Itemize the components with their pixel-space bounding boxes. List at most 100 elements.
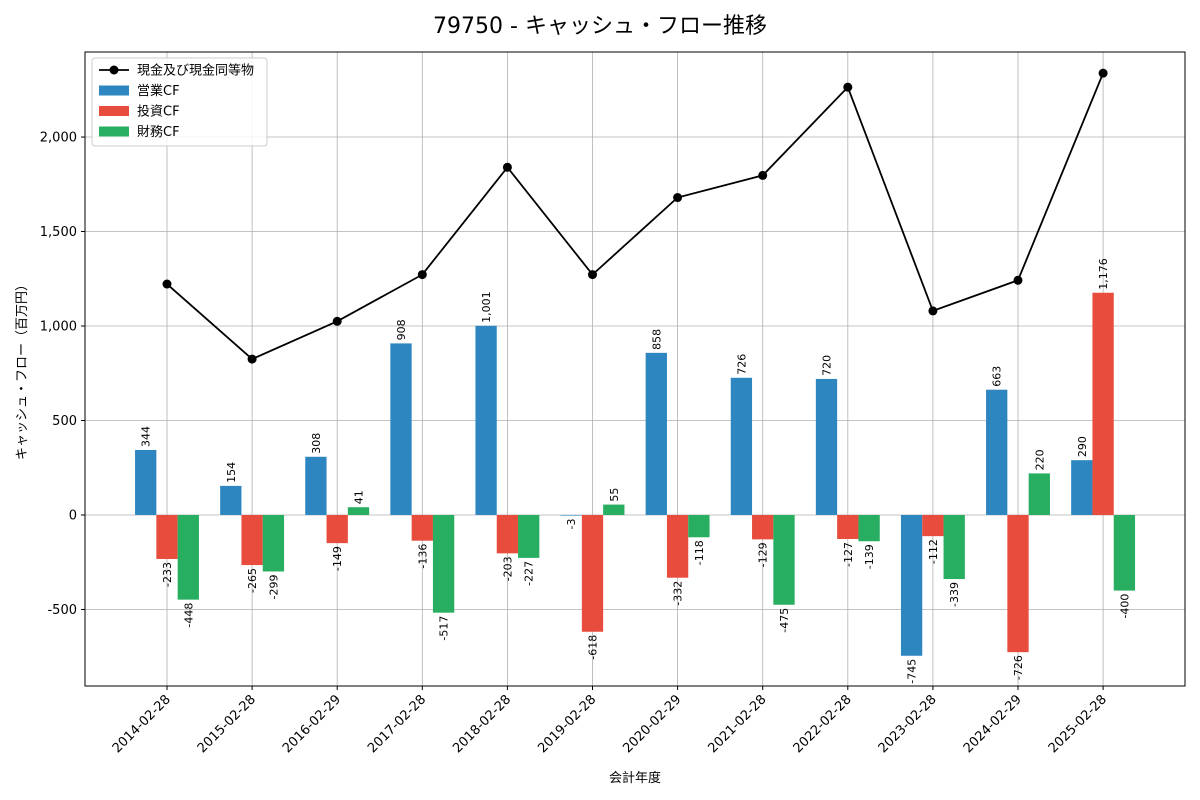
bar-value-label: 290 bbox=[1076, 436, 1089, 457]
cash-point bbox=[758, 170, 768, 180]
bar bbox=[305, 456, 327, 515]
bar bbox=[135, 449, 157, 515]
bar-value-label: -400 bbox=[1118, 594, 1131, 619]
bar bbox=[262, 514, 285, 572]
line-layer bbox=[162, 68, 1108, 364]
bar bbox=[241, 514, 263, 566]
bar-value-label: 220 bbox=[1033, 449, 1046, 470]
bar-value-label: -233 bbox=[161, 562, 174, 587]
bar bbox=[858, 514, 880, 542]
bar bbox=[1113, 514, 1136, 591]
x-tick-label: 2022-02-28 bbox=[791, 692, 855, 756]
x-tick-label: 2023-02-28 bbox=[876, 692, 940, 756]
bar-value-label: -299 bbox=[267, 574, 280, 599]
bar-value-label: -139 bbox=[863, 544, 876, 569]
bar-value-label: 154 bbox=[225, 462, 238, 483]
x-tick-label: 2024-02-29 bbox=[961, 692, 1025, 756]
bar-value-label: -127 bbox=[842, 542, 855, 567]
x-tick-label: 2015-02-28 bbox=[195, 692, 259, 756]
legend-bar-swatch bbox=[99, 106, 129, 116]
bar-value-label: -3 bbox=[565, 519, 578, 530]
legend-bar-swatch bbox=[99, 126, 129, 137]
x-tick-label: 2021-02-28 bbox=[705, 692, 769, 756]
bar-value-label: 41 bbox=[353, 490, 366, 504]
legend-bar-swatch bbox=[99, 85, 129, 96]
bar-value-label: 908 bbox=[395, 319, 408, 340]
x-axis-label: 会計年度 bbox=[609, 770, 661, 786]
bar-value-label: -726 bbox=[1012, 655, 1025, 680]
legend-box bbox=[91, 57, 268, 147]
plot-frame bbox=[84, 51, 1186, 687]
bar bbox=[326, 514, 348, 544]
y-axis-label: キャッシュ・フロー（百万円） bbox=[15, 278, 30, 460]
cash-point bbox=[162, 279, 172, 289]
bar bbox=[581, 514, 604, 632]
cash-point bbox=[1013, 275, 1023, 285]
bar bbox=[177, 514, 199, 600]
bar bbox=[518, 514, 540, 558]
bar bbox=[730, 377, 753, 515]
bar bbox=[1071, 460, 1093, 515]
x-tick-label: 2014-02-28 bbox=[110, 692, 174, 756]
cash-point bbox=[332, 316, 342, 326]
bar-value-label: -129 bbox=[757, 542, 770, 567]
bar bbox=[1028, 473, 1050, 515]
bar-value-label: 1,001 bbox=[480, 291, 493, 323]
bar bbox=[815, 378, 838, 515]
bar-value-label: 1,176 bbox=[1097, 258, 1110, 290]
bar-value-label: -112 bbox=[927, 539, 940, 564]
x-tick-label: 2019-02-28 bbox=[535, 692, 599, 756]
bar bbox=[496, 514, 519, 554]
cash-point bbox=[502, 162, 512, 172]
y-tick-label: 1,000 bbox=[40, 320, 77, 335]
bar-value-label: -265 bbox=[246, 568, 259, 593]
x-tick-label: 2016-02-29 bbox=[280, 692, 344, 756]
bar-value-label: 720 bbox=[821, 355, 834, 376]
x-tick-label: 2018-02-28 bbox=[450, 692, 514, 756]
bar-value-label: 726 bbox=[735, 354, 748, 375]
cash-point bbox=[843, 82, 853, 92]
cash-point bbox=[247, 354, 257, 364]
bar-value-label: -448 bbox=[182, 603, 195, 628]
bar-value-label: 308 bbox=[310, 433, 323, 454]
legend-label: 投資CF bbox=[137, 104, 180, 120]
bar-value-label: -745 bbox=[906, 659, 919, 684]
bar-value-label: -136 bbox=[416, 544, 429, 569]
y-tick-label: 500 bbox=[52, 414, 77, 429]
bar bbox=[837, 514, 859, 539]
bar bbox=[1007, 514, 1029, 653]
bar bbox=[390, 343, 412, 515]
data-labels-layer: 344 154 308 908 1,001 -3 858 726 720 -745 663 290 -2… bbox=[140, 258, 1132, 683]
bar bbox=[347, 507, 370, 515]
x-tick-label: 2020-02-29 bbox=[620, 692, 684, 756]
bar bbox=[411, 514, 433, 541]
cash-point bbox=[1098, 68, 1108, 78]
bar bbox=[432, 514, 455, 613]
y-tick-label: 0 bbox=[69, 508, 77, 523]
bar bbox=[900, 514, 923, 656]
bar-value-label: 55 bbox=[608, 488, 621, 502]
cash-point bbox=[417, 270, 427, 280]
legend-marker-swatch bbox=[109, 65, 119, 75]
bar-value-label: 663 bbox=[991, 366, 1004, 387]
cash-point bbox=[588, 270, 597, 280]
bar-value-label: -203 bbox=[501, 556, 514, 581]
bar-value-label: -475 bbox=[778, 608, 791, 633]
bar-value-label: -339 bbox=[948, 582, 961, 607]
chart-title: 79750 - キャッシュ・フロー推移 bbox=[433, 14, 767, 39]
bar-value-label: -149 bbox=[331, 546, 344, 571]
bar bbox=[922, 514, 944, 537]
bar bbox=[688, 514, 710, 538]
bar bbox=[156, 514, 178, 560]
y-axis-ticks: -500 0 500 1,000 1,500 2,000 bbox=[40, 131, 85, 618]
bar bbox=[645, 352, 667, 515]
bar bbox=[986, 389, 1008, 515]
bar bbox=[943, 514, 965, 580]
x-tick-label: 2025-02-28 bbox=[1046, 692, 1110, 756]
bar-value-label: -618 bbox=[587, 635, 600, 660]
bars-layer bbox=[135, 292, 1136, 656]
legend-label: 財務CF bbox=[137, 125, 180, 140]
cash-line bbox=[166, 72, 1104, 361]
cash-point bbox=[928, 306, 938, 316]
